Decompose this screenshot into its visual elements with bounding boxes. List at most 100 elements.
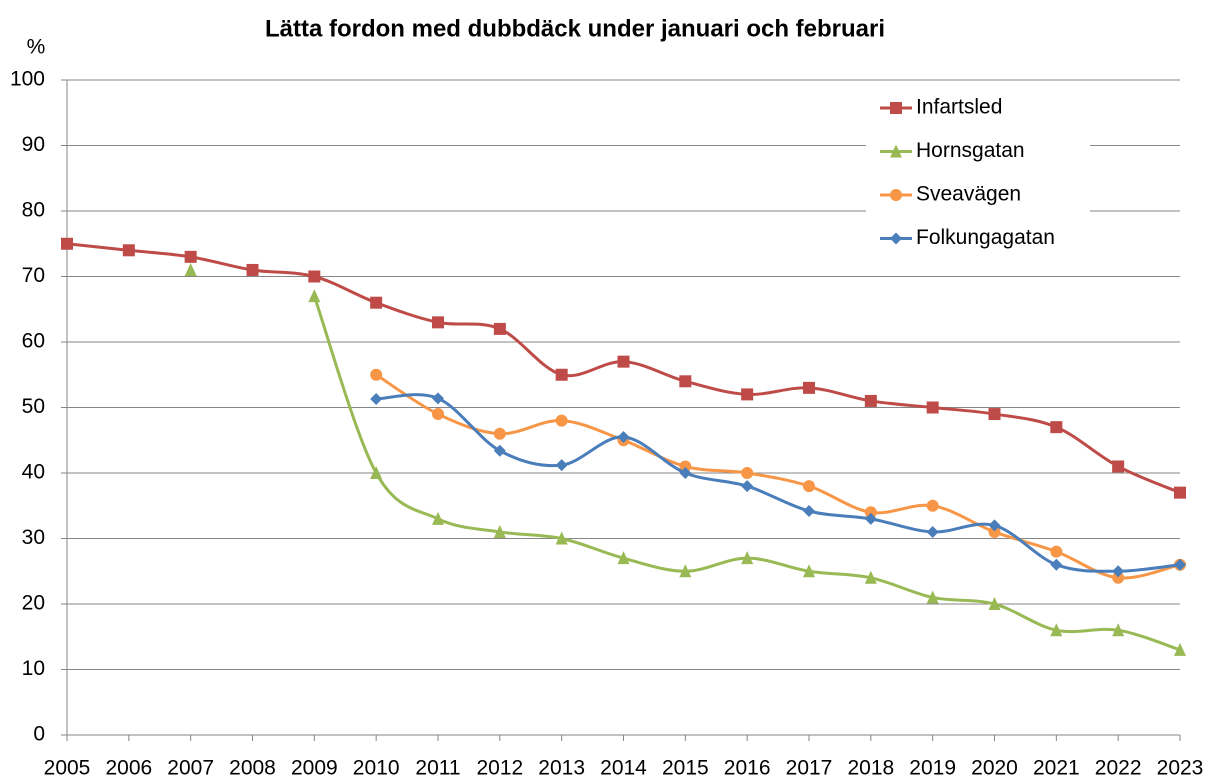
marker (741, 480, 754, 493)
marker (1112, 623, 1125, 637)
marker (61, 237, 73, 250)
marker (1174, 486, 1186, 499)
y-tick-label: 80 (22, 199, 45, 222)
marker (679, 564, 692, 578)
marker (890, 102, 902, 114)
marker (184, 250, 197, 263)
marker (555, 531, 568, 545)
marker (1112, 460, 1125, 473)
y-axis-label: % (27, 36, 46, 59)
x-tick-label: 2017 (786, 757, 833, 780)
marker (1050, 421, 1063, 434)
marker (803, 564, 815, 578)
x-tick-label: 2019 (909, 757, 956, 780)
legend-label: Sveavägen (916, 183, 1021, 206)
marker (741, 551, 754, 565)
marker (988, 519, 1001, 532)
series-line (376, 393, 1181, 573)
chart-title: Lätta fordon med dubbdäck under januari … (265, 15, 885, 42)
series-line (66, 242, 1181, 495)
marker (493, 322, 506, 335)
marker (370, 466, 383, 479)
marker (1050, 623, 1063, 637)
marker (926, 401, 939, 414)
x-tick-label: 2015 (662, 757, 709, 780)
x-tick-label: 2018 (847, 757, 894, 780)
marker (184, 262, 197, 276)
marker (679, 467, 692, 479)
marker (926, 590, 939, 604)
marker (246, 263, 259, 276)
legend-box (866, 88, 1090, 264)
legend-label: Folkungagatan (916, 226, 1055, 249)
x-tick-label: 2021 (1033, 757, 1080, 780)
x-tick-label: 2014 (600, 757, 647, 780)
legend: Infartsled Hornsgatan Sveavägen Folkungagat… (866, 88, 1090, 264)
marker (555, 368, 568, 381)
marker (370, 368, 383, 381)
legend-label: Infartsled (916, 96, 1002, 119)
x-tick-label: 2022 (1095, 757, 1142, 780)
marker (988, 525, 1001, 538)
marker (803, 504, 815, 517)
x-tick-label: 2013 (538, 757, 585, 780)
marker (432, 316, 444, 329)
y-tick-label: 70 (22, 264, 45, 287)
marker (988, 408, 1001, 421)
x-tick-label: 2008 (229, 757, 276, 780)
marker (370, 296, 383, 309)
x-tick-label: 2006 (105, 757, 152, 780)
marker (679, 460, 692, 473)
x-tick-label: 2011 (415, 757, 460, 780)
marker (864, 512, 877, 525)
y-tick-label: 60 (22, 330, 45, 353)
marker (803, 480, 815, 493)
marker (741, 467, 754, 479)
x-tick-label: 2016 (724, 757, 771, 780)
x-tick-label: 2009 (291, 757, 338, 780)
y-tick-label: 50 (22, 395, 45, 418)
y-tick-label: 90 (22, 133, 45, 156)
x-tick-label: 2005 (44, 757, 91, 780)
marker (432, 392, 444, 405)
marker (555, 414, 568, 427)
x-tick-label: 2012 (476, 757, 523, 780)
marker (890, 189, 902, 201)
marker (1174, 558, 1186, 571)
marker (308, 289, 321, 303)
marker (432, 408, 444, 421)
x-tick-label: 2020 (971, 757, 1018, 780)
y-tick-label: 10 (22, 657, 45, 680)
marker (122, 244, 135, 257)
series-line (312, 295, 1181, 652)
y-tick-label: 0 (33, 723, 45, 746)
marker (308, 270, 321, 283)
marker (890, 144, 902, 158)
marker (1112, 571, 1125, 584)
marker (926, 499, 939, 512)
marker (1174, 642, 1186, 656)
marker (617, 430, 630, 443)
marker (1050, 545, 1063, 558)
marker (617, 355, 630, 368)
marker (493, 444, 506, 457)
marker (679, 375, 692, 388)
x-tick-label: 2023 (1157, 757, 1204, 780)
marker (864, 506, 877, 519)
x-tick-label: 2010 (353, 757, 400, 780)
marker (741, 388, 754, 401)
marker (926, 525, 939, 538)
marker (988, 597, 1001, 610)
marker (864, 394, 877, 407)
marker (370, 392, 383, 405)
marker (493, 427, 506, 440)
marker (864, 570, 877, 584)
marker (432, 511, 444, 525)
y-tick-label: 20 (22, 592, 45, 615)
marker (555, 459, 568, 472)
y-tick-label: 40 (22, 461, 45, 484)
x-tick-label: 2007 (167, 757, 214, 780)
marker (1112, 565, 1125, 578)
legend-label: Hornsgatan (916, 139, 1025, 162)
marker (493, 524, 506, 538)
